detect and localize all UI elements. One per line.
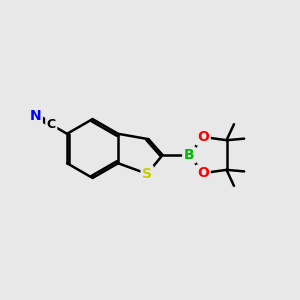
- Text: N: N: [30, 109, 41, 122]
- Text: O: O: [197, 130, 209, 144]
- Text: C: C: [47, 118, 56, 131]
- Text: O: O: [197, 166, 209, 180]
- Text: S: S: [142, 167, 152, 181]
- Text: B: B: [184, 148, 194, 162]
